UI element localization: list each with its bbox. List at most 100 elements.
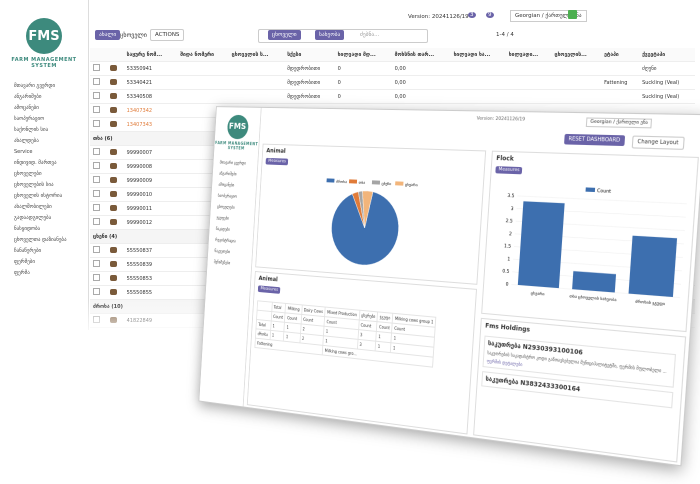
- new-button[interactable]: ახალი: [95, 30, 121, 40]
- table-cell: 55550839: [123, 257, 178, 272]
- reset-button[interactable]: RESET DASHBOARD: [564, 133, 625, 147]
- column-header: საყურე ნომ...: [123, 48, 178, 62]
- table-cell: 99990011: [123, 201, 178, 216]
- filter-chip[interactable]: ცხოველი: [268, 30, 301, 40]
- column-header: ხილვადი...: [505, 48, 552, 62]
- table-cell: Fattening: [601, 75, 640, 90]
- animal-icon: [109, 246, 117, 253]
- legend-swatch: [585, 187, 596, 193]
- flock-panel: Flock Measures 0 0.5 1 1.5 2 2.5 3 3.5 Count ცხვა…: [481, 150, 699, 333]
- menu-item[interactable]: ამოცანები: [14, 105, 39, 111]
- menu-item[interactable]: ფერმები: [14, 259, 35, 265]
- checkbox: [93, 260, 100, 267]
- badge[interactable]: 9: [486, 12, 494, 18]
- table-row: 53340508 მდედრობითი 0 0,00 Suckling (Veal): [90, 89, 695, 104]
- menu-item[interactable]: ცხოველები: [14, 171, 42, 177]
- table-cell: [228, 75, 285, 90]
- menu-item[interactable]: ცხოველების სია: [14, 182, 54, 188]
- table-cell: Suckling (Veal): [639, 89, 695, 104]
- pie-slice: [329, 190, 401, 268]
- search-input[interactable]: ძებნა...: [360, 32, 380, 38]
- holdings-panel: Fms Holdings საკუთრება N2930393100106 საკ…: [473, 317, 687, 463]
- badge[interactable]: 3: [468, 12, 476, 18]
- table-cell: 99990009: [123, 173, 178, 188]
- user-icon[interactable]: [568, 10, 577, 19]
- language[interactable]: Georgian / ქართული ენა: [510, 10, 587, 22]
- y-tick-label: 2: [509, 231, 513, 237]
- filter-chip[interactable]: სახეობა: [315, 30, 345, 40]
- animal-icon: [109, 162, 117, 169]
- column-header: ხილვადი ხა...: [450, 48, 506, 62]
- table-cell: [505, 61, 552, 76]
- icon-cell: [106, 285, 124, 300]
- animal-panel: Animal Measures ძროხა თხა ცხენი ცხვარი: [255, 143, 487, 285]
- column-header: შიდა ნომერი: [177, 48, 229, 62]
- checkbox-cell: [90, 61, 107, 76]
- menu-item[interactable]: ანგარიშები: [14, 94, 42, 100]
- bar: [572, 271, 617, 293]
- icon-cell: [106, 61, 124, 76]
- layout-button[interactable]: Change Layout: [631, 135, 685, 150]
- column-header: ცხოველის ს...: [228, 48, 285, 62]
- column-header: ეტაპი: [601, 48, 640, 62]
- page-title: ცხოველი: [120, 32, 147, 39]
- menu-item[interactable]: ცხოველის ისტორია: [14, 193, 63, 199]
- icon-cell: [106, 243, 124, 258]
- table-cell: [228, 89, 285, 104]
- checkbox-cell: [90, 257, 107, 272]
- checkbox-cell: [90, 103, 107, 118]
- menu-item[interactable]: ინდივიდ. მართვა: [14, 160, 57, 166]
- y-tick-label: 1: [507, 256, 511, 262]
- animal-icon: [109, 274, 117, 281]
- menu-item[interactable]: ახალშობილები: [14, 204, 52, 210]
- menu-item[interactable]: საოპერაციო: [14, 116, 45, 122]
- table-cell: 99990012: [123, 215, 178, 230]
- table-cell: [450, 61, 506, 76]
- menu-item[interactable]: ნასყიდობა: [14, 226, 41, 232]
- animal-icon: [109, 106, 117, 113]
- menu-item[interactable]: Service: [14, 149, 33, 155]
- logo-text: FARM MANAGEMENT: [11, 57, 77, 63]
- checkbox-cell: [90, 285, 107, 300]
- logo: FMS FARM MANAGEMENT SYSTEM: [214, 107, 261, 151]
- menu-item[interactable]: ფერმა: [14, 270, 30, 276]
- logo: FMS FARM MANAGEMENT SYSTEM: [0, 0, 88, 69]
- menu-item[interactable]: მთავარი გვერდი: [14, 83, 56, 89]
- icon-cell: [106, 187, 124, 202]
- table-cell: [601, 61, 640, 76]
- icon-cell: [106, 159, 124, 174]
- version: Version: 20241126/19: [476, 116, 526, 123]
- icon-cell: [106, 271, 124, 286]
- table-cell: [505, 89, 552, 104]
- language[interactable]: Georgian / ქართული ენა: [585, 117, 653, 129]
- menu-item[interactable]: საქონლის სია: [14, 127, 49, 133]
- table-row: 53340421 მდედრობითი 0 0,00 Fattening Suckling…: [90, 75, 695, 90]
- checkbox-cell: [90, 75, 107, 90]
- y-tick-label: 1.5: [504, 243, 512, 249]
- animal-icon: [109, 176, 117, 183]
- search-box[interactable]: [258, 29, 428, 43]
- table-cell: 53340421: [123, 75, 178, 90]
- checkbox-cell: [90, 187, 107, 202]
- menu-item: შენიშვნები: [213, 259, 231, 266]
- checkbox-cell: [90, 271, 107, 286]
- legend-label: ცხვარი: [405, 183, 418, 188]
- table-cell: Suckling (Veal): [639, 75, 695, 90]
- logo-text: SYSTEM: [31, 63, 57, 69]
- table-cell: [177, 89, 229, 104]
- table-cell: 53350941: [123, 61, 178, 76]
- legend-label: ცხენი: [382, 181, 392, 186]
- actions-button[interactable]: ACTIONS: [150, 29, 185, 41]
- measures-button[interactable]: Measures: [257, 285, 281, 294]
- menu-item[interactable]: ახალდება: [14, 138, 39, 144]
- menu-item[interactable]: ჩანაწერები: [14, 248, 42, 254]
- table-cell: მდედრობითი: [284, 75, 335, 90]
- table-cell: [551, 89, 602, 104]
- menu-item[interactable]: ცხოველთა დაზიანება: [14, 237, 67, 243]
- animal-icon: [109, 64, 117, 71]
- checkbox-cell: [90, 201, 107, 216]
- menu-item[interactable]: გადაადგილება: [14, 215, 52, 221]
- animal-icon: [109, 148, 117, 155]
